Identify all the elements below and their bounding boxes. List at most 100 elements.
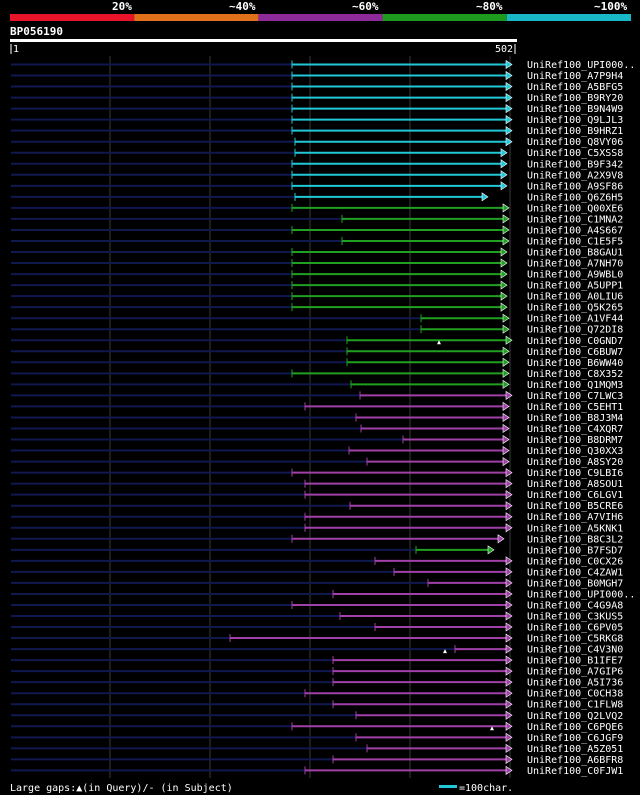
- hit-row[interactable]: UniRef100_B8DRM7: [11, 434, 623, 446]
- hit-row[interactable]: UniRef100_B5CRE6: [11, 501, 623, 512]
- hit-label[interactable]: UniRef100_B8J3M4: [527, 413, 623, 424]
- hit-label[interactable]: UniRef100_C6BUW7: [527, 347, 623, 358]
- hit-row[interactable]: UniRef100_Q2LVQ2: [11, 710, 623, 722]
- hit-label[interactable]: UniRef100_Q2LVQ2: [527, 711, 623, 722]
- hit-row[interactable]: UniRef100_A9WBL0: [11, 269, 623, 281]
- hit-row[interactable]: UniRef100_C4ZAW1: [11, 567, 623, 578]
- hit-row[interactable]: UniRef100_B9HRZ1: [11, 126, 623, 137]
- hit-row[interactable]: UniRef100_A7GIP6: [11, 666, 623, 678]
- hit-row[interactable]: UniRef100_A5I736: [11, 677, 623, 689]
- hit-label[interactable]: UniRef100_C9LBI6: [527, 468, 623, 479]
- hit-row[interactable]: UniRef100_A0LIU6: [11, 291, 623, 303]
- hit-label[interactable]: UniRef100_C5EHT1: [527, 402, 623, 413]
- hit-row[interactable]: UniRef100_Q6Z6H5: [11, 192, 623, 203]
- hit-row[interactable]: UniRef100_C7LWC3: [11, 390, 623, 402]
- hit-row[interactable]: UniRef100_C1FLW8: [11, 699, 623, 711]
- hit-row[interactable]: UniRef100_C0GND7: [11, 335, 623, 347]
- hit-label[interactable]: UniRef100_B8GAU1: [527, 248, 623, 259]
- hit-row[interactable]: UniRef100_A5KNK1: [11, 523, 623, 534]
- hit-label[interactable]: UniRef100_Q72DI8: [527, 325, 623, 336]
- hit-row[interactable]: UniRef100_UPI000..: [11, 589, 635, 600]
- hit-row[interactable]: UniRef100_B9N4W9: [11, 104, 623, 115]
- hit-label[interactable]: UniRef100_C6LGV1: [527, 490, 623, 501]
- hit-label[interactable]: UniRef100_C4V3N0: [527, 645, 623, 656]
- hit-label[interactable]: UniRef100_Q9LJL3: [527, 115, 623, 126]
- hit-row[interactable]: UniRef100_B8J3M4: [11, 412, 623, 424]
- hit-row[interactable]: UniRef100_Q9LJL3: [11, 115, 623, 126]
- hit-row[interactable]: UniRef100_C0CX26: [11, 556, 623, 567]
- hit-label[interactable]: UniRef100_B8DRM7: [527, 435, 623, 446]
- hit-label[interactable]: UniRef100_Q6Z6H5: [527, 192, 623, 203]
- hit-label[interactable]: UniRef100_UPI000..: [527, 589, 635, 600]
- hit-row[interactable]: UniRef100_A1VF44: [11, 313, 623, 325]
- hit-label[interactable]: UniRef100_C0GND7: [527, 336, 623, 347]
- hit-row[interactable]: UniRef100_C6JGF9: [11, 732, 623, 744]
- hit-row[interactable]: UniRef100_C9LBI6: [11, 468, 623, 479]
- hit-label[interactable]: UniRef100_C0FJW1: [527, 766, 623, 777]
- hit-row[interactable]: UniRef100_C5RKG8: [11, 633, 623, 645]
- hit-row[interactable]: UniRef100_B7FSD7: [11, 545, 623, 556]
- hit-label[interactable]: UniRef100_C6JGF9: [527, 733, 623, 744]
- hit-label[interactable]: UniRef100_B6WW40: [527, 358, 623, 369]
- hit-label[interactable]: UniRef100_A8SY20: [527, 457, 623, 468]
- hit-label[interactable]: UniRef100_C6PQE6: [527, 722, 623, 733]
- hit-row[interactable]: UniRef100_C3KUS5: [11, 611, 623, 623]
- hit-label[interactable]: UniRef100_A7GIP6: [527, 667, 623, 678]
- hit-label[interactable]: UniRef100_C3KUS5: [527, 612, 623, 623]
- hit-row[interactable]: UniRef100_A8SY20: [11, 457, 623, 468]
- hit-row[interactable]: UniRef100_Q30XX3: [11, 445, 623, 457]
- hit-label[interactable]: UniRef100_A5I736: [527, 678, 623, 689]
- hit-label[interactable]: UniRef100_C4G9A8: [527, 600, 623, 611]
- hit-row[interactable]: UniRef100_A5BFG5: [11, 81, 623, 93]
- hit-row[interactable]: UniRef100_C1E5F5: [11, 236, 623, 247]
- hit-label[interactable]: UniRef100_Q8VY06: [527, 137, 623, 148]
- hit-label[interactable]: UniRef100_C0CX26: [527, 556, 623, 567]
- hit-label[interactable]: UniRef100_UPI000..: [527, 60, 635, 71]
- hit-label[interactable]: UniRef100_C1FLW8: [527, 700, 623, 711]
- hit-row[interactable]: UniRef100_B9RY20: [11, 93, 623, 104]
- hit-row[interactable]: UniRef100_A8SOU1: [11, 479, 623, 490]
- hit-row[interactable]: UniRef100_B8C3L2: [11, 534, 623, 545]
- hit-row[interactable]: UniRef100_C4G9A8: [11, 600, 623, 611]
- hit-row[interactable]: UniRef100_B9F342: [11, 159, 623, 170]
- hit-label[interactable]: UniRef100_A5Z051: [527, 744, 623, 755]
- hit-row[interactable]: UniRef100_Q5K265: [11, 302, 623, 314]
- hit-row[interactable]: UniRef100_B8GAU1: [11, 247, 623, 259]
- hit-label[interactable]: UniRef100_C1MNA2: [527, 214, 623, 225]
- hit-row[interactable]: UniRef100_C0FJW1: [11, 765, 623, 777]
- hit-label[interactable]: UniRef100_C6PV05: [527, 623, 623, 634]
- hit-label[interactable]: UniRef100_B5CRE6: [527, 501, 623, 512]
- hit-label[interactable]: UniRef100_C1E5F5: [527, 236, 623, 247]
- hit-row[interactable]: UniRef100_UPI000..: [11, 59, 635, 71]
- hit-label[interactable]: UniRef100_A7VIH6: [527, 512, 623, 523]
- hit-row[interactable]: UniRef100_C6LGV1: [11, 490, 623, 501]
- hit-row[interactable]: UniRef100_C6PQE6: [11, 721, 623, 733]
- hit-label[interactable]: UniRef100_A5BFG5: [527, 82, 623, 93]
- hit-row[interactable]: UniRef100_A9SF86: [11, 181, 623, 192]
- hit-row[interactable]: UniRef100_C6PV05: [11, 622, 623, 634]
- hit-label[interactable]: UniRef100_A5KNK1: [527, 523, 623, 534]
- hit-row[interactable]: UniRef100_C6BUW7: [11, 346, 623, 358]
- hit-row[interactable]: UniRef100_A7P9H4: [11, 70, 623, 82]
- hit-row[interactable]: UniRef100_A2X9V8: [11, 170, 623, 181]
- hit-label[interactable]: UniRef100_A6BFR8: [527, 755, 623, 766]
- hit-label[interactable]: UniRef100_C5XSS8: [527, 148, 623, 159]
- hit-row[interactable]: UniRef100_A5UPP1: [11, 280, 623, 292]
- hit-label[interactable]: UniRef100_B8C3L2: [527, 534, 623, 545]
- hit-label[interactable]: UniRef100_C7LWC3: [527, 391, 623, 402]
- hit-row[interactable]: UniRef100_C1MNA2: [11, 214, 623, 225]
- hit-label[interactable]: UniRef100_Q00XE6: [527, 203, 623, 214]
- hit-label[interactable]: UniRef100_B7FSD7: [527, 545, 623, 556]
- hit-label[interactable]: UniRef100_B9RY20: [527, 93, 623, 104]
- hit-label[interactable]: UniRef100_B9N4W9: [527, 104, 623, 115]
- hit-label[interactable]: UniRef100_Q5K265: [527, 303, 623, 314]
- hit-row[interactable]: UniRef100_Q1MQM3: [11, 379, 623, 391]
- hit-label[interactable]: UniRef100_Q30XX3: [527, 446, 623, 457]
- hit-label[interactable]: UniRef100_B9F342: [527, 159, 623, 170]
- hit-row[interactable]: UniRef100_B1IFE7: [11, 655, 623, 667]
- hit-label[interactable]: UniRef100_B0MGH7: [527, 578, 623, 589]
- hit-label[interactable]: UniRef100_A8SOU1: [527, 479, 623, 490]
- hit-label[interactable]: UniRef100_A5UPP1: [527, 281, 623, 292]
- hit-label[interactable]: UniRef100_C4ZAW1: [527, 567, 623, 578]
- hit-row[interactable]: UniRef100_C8X352: [11, 368, 623, 380]
